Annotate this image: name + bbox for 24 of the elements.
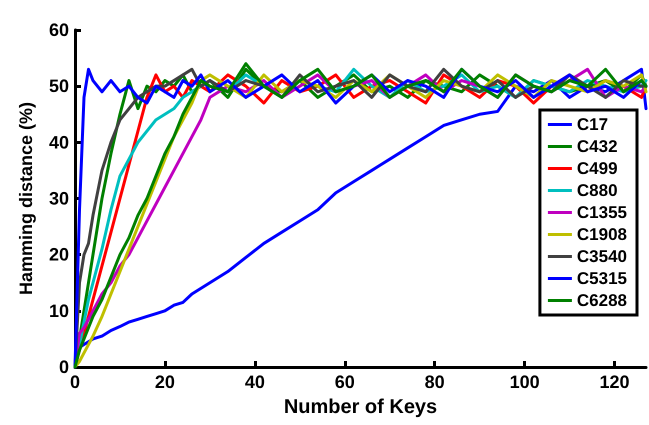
legend-label: C1355 [576, 203, 628, 222]
x-axis-title: Number of Keys [284, 396, 438, 418]
legend-label: C17 [576, 115, 608, 134]
y-tick-label: 10 [48, 300, 69, 321]
y-tick-label: 20 [48, 244, 69, 265]
legend-label: C880 [576, 181, 618, 200]
y-tick-label: 30 [48, 188, 69, 208]
x-tick-label: 80 [424, 372, 445, 392]
y-tick-label: 40 [48, 132, 69, 152]
legend-label: C6288 [576, 291, 628, 310]
legend-label: C3540 [576, 247, 628, 266]
y-tick-label: 0 [58, 357, 69, 377]
y-tick-label: 50 [48, 76, 69, 96]
x-tick-label: 100 [510, 372, 540, 392]
y-axis-title: Hamming distance (%) [16, 102, 36, 296]
x-tick-label: 20 [154, 372, 175, 392]
legend-label: C432 [576, 137, 618, 156]
x-tick-label: 40 [244, 372, 265, 392]
x-tick-label: 60 [334, 372, 355, 392]
legend-label: C499 [576, 159, 618, 178]
x-tick-label: 120 [600, 372, 630, 392]
y-tick-label: 60 [48, 20, 69, 40]
legend-label: C5315 [576, 269, 628, 288]
legend-label: C1908 [576, 225, 628, 244]
